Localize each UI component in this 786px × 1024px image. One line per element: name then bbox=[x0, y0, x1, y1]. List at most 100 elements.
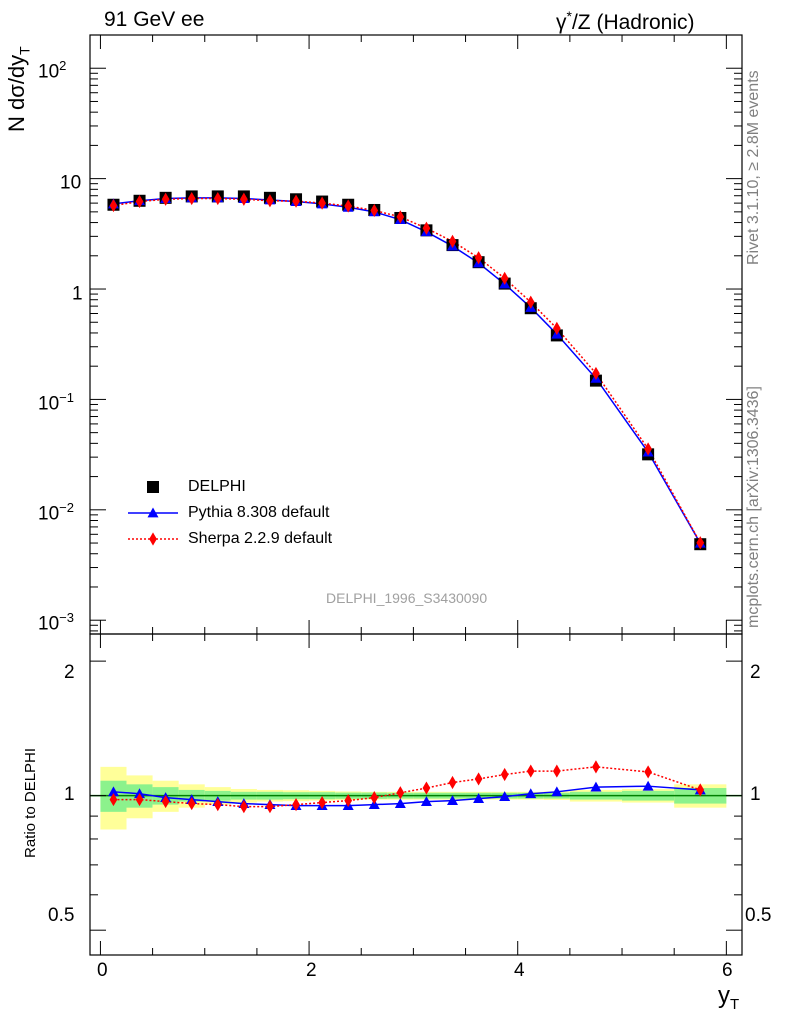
sherpa-ratio-point bbox=[592, 760, 600, 774]
sherpa-point bbox=[500, 271, 509, 285]
sherpa-point bbox=[344, 199, 353, 213]
x-axis-label: yT bbox=[718, 982, 739, 1013]
sherpa-point bbox=[292, 194, 300, 208]
sherpa-point bbox=[370, 203, 379, 218]
sherpa-point bbox=[644, 442, 652, 456]
sherpa-point bbox=[696, 536, 705, 550]
y-tick-mantissa: 10 bbox=[38, 61, 60, 83]
y-tick-label: 10−2 bbox=[38, 500, 74, 525]
energy-title: 91 GeV ee bbox=[104, 8, 205, 31]
sherpa-point bbox=[318, 196, 326, 210]
sherpa-ratio-point bbox=[109, 792, 118, 807]
y-tick-exponent: 2 bbox=[59, 58, 67, 73]
sherpa-point bbox=[526, 295, 535, 309]
sherpa-ratio-point bbox=[500, 767, 509, 782]
y-tick-label: 10 bbox=[60, 169, 81, 194]
main-y-axis-label-text: N dσ/dy bbox=[4, 54, 29, 132]
sherpa-ratio-point bbox=[187, 796, 196, 811]
y-tick-exponent: −1 bbox=[59, 390, 74, 405]
sherpa-point bbox=[448, 234, 457, 249]
sherpa-ratio-point bbox=[344, 793, 353, 808]
mcplots-credit-label: mcplots.cern.ch [arXiv:1306.3436] bbox=[745, 386, 762, 628]
sherpa-ratio-point bbox=[135, 792, 144, 807]
sherpa-point bbox=[592, 366, 600, 381]
main-y-axis-label-sub: T bbox=[16, 46, 33, 55]
pythia-ratio-point bbox=[590, 781, 602, 792]
x-tick-label: 0 bbox=[97, 960, 108, 981]
x-tick-label: 2 bbox=[306, 960, 317, 981]
analysis-tag: DELPHI_1996_S3430090 bbox=[326, 590, 488, 606]
process-title-rest: /Z (Hadronic) bbox=[571, 11, 695, 34]
sherpa-point bbox=[552, 321, 561, 335]
ratio-y-tick-label-right: 2 bbox=[750, 662, 761, 683]
process-title-gamma: γ bbox=[556, 11, 567, 34]
legend-marker-pythia bbox=[147, 507, 159, 518]
main-y-axis-label: N dσ/dyT bbox=[4, 46, 32, 132]
pythia-ratio-point bbox=[447, 795, 459, 805]
pythia-ratio-point bbox=[473, 793, 485, 803]
legend-marker-delphi bbox=[147, 481, 159, 493]
x-tick-label: 4 bbox=[514, 960, 525, 981]
y-tick-label: 1 bbox=[72, 280, 83, 305]
ratio-y-tick-label: 2 bbox=[64, 662, 75, 683]
x-axis-label-sub: T bbox=[730, 995, 740, 1013]
y-tick-label: 10−3 bbox=[38, 610, 74, 635]
sherpa-point bbox=[240, 192, 248, 206]
sherpa-ratio-point bbox=[396, 786, 405, 800]
sherpa-point bbox=[109, 198, 118, 213]
sherpa-ratio-point bbox=[161, 794, 170, 809]
legend-label-pythia: Pythia 8.308 default bbox=[188, 504, 330, 521]
sherpa-ratio-point bbox=[474, 772, 483, 786]
sherpa-point bbox=[187, 191, 196, 206]
x-axis-label-text: y bbox=[718, 982, 730, 1009]
y-tick-label: 102 bbox=[38, 58, 66, 83]
y-tick-mantissa: 10 bbox=[38, 393, 60, 415]
sherpa-ratio-point bbox=[292, 797, 300, 812]
process-title: γ*/Z (Hadronic) bbox=[556, 8, 694, 35]
sherpa-ratio-point bbox=[370, 791, 379, 805]
ratio-y-tick-label: 1 bbox=[64, 784, 75, 805]
sherpa-ratio-point bbox=[318, 795, 326, 810]
sherpa-ratio-point bbox=[213, 797, 222, 812]
pythia-ratio-point bbox=[642, 780, 654, 791]
sherpa-point bbox=[135, 194, 144, 209]
ratio-panel-frame bbox=[89, 633, 743, 956]
legend-marker-sherpa bbox=[149, 532, 157, 546]
sherpa-point bbox=[474, 251, 483, 265]
process-title-star: * bbox=[566, 8, 572, 24]
legend-label-delphi: DELPHI bbox=[188, 478, 246, 495]
sherpa-ratio-point bbox=[240, 800, 248, 814]
ratio-y-tick-label: 0.5 bbox=[48, 905, 75, 926]
sherpa-ratio-point bbox=[696, 783, 705, 797]
sherpa-point bbox=[396, 210, 405, 224]
pythia-ratio-point bbox=[499, 791, 511, 802]
y-tick-mantissa: 10 bbox=[38, 613, 60, 635]
ratio-y-tick-label-right: 1 bbox=[750, 784, 761, 805]
pythia-ratio-point bbox=[551, 786, 563, 797]
x-tick-label: 6 bbox=[722, 960, 733, 981]
y-tick-exponent: −3 bbox=[59, 610, 74, 625]
ratio-y-axis-label: Ratio to DELPHI bbox=[22, 747, 39, 858]
y-tick-mantissa: 10 bbox=[60, 172, 82, 194]
sherpa-point bbox=[266, 194, 274, 208]
sherpa-ratio-point bbox=[552, 764, 561, 778]
legend-label-sherpa: Sherpa 2.2.9 default bbox=[188, 530, 333, 547]
pythia-ratio-point bbox=[525, 788, 537, 799]
sherpa-ratio-point bbox=[644, 765, 652, 779]
y-tick-mantissa: 1 bbox=[72, 283, 83, 305]
pythia-ratio-point bbox=[394, 798, 406, 808]
sherpa-point bbox=[422, 221, 431, 235]
rivet-version-label: Rivet 3.1.10, ≥ 2.8M events bbox=[745, 70, 762, 265]
y-tick-mantissa: 10 bbox=[38, 503, 60, 525]
sherpa-ratio-point bbox=[526, 764, 535, 778]
y-tick-label: 10−1 bbox=[38, 390, 74, 415]
sherpa-point bbox=[161, 192, 170, 206]
pythia-ratio-point bbox=[420, 796, 432, 806]
ratio-y-tick-label-right: 0.5 bbox=[745, 905, 772, 926]
sherpa-point bbox=[213, 191, 222, 206]
pythia-ratio-point bbox=[107, 786, 119, 797]
sherpa-ratio-point bbox=[422, 781, 431, 795]
sherpa-ratio-point bbox=[266, 800, 274, 814]
y-tick-exponent: −2 bbox=[59, 500, 74, 515]
